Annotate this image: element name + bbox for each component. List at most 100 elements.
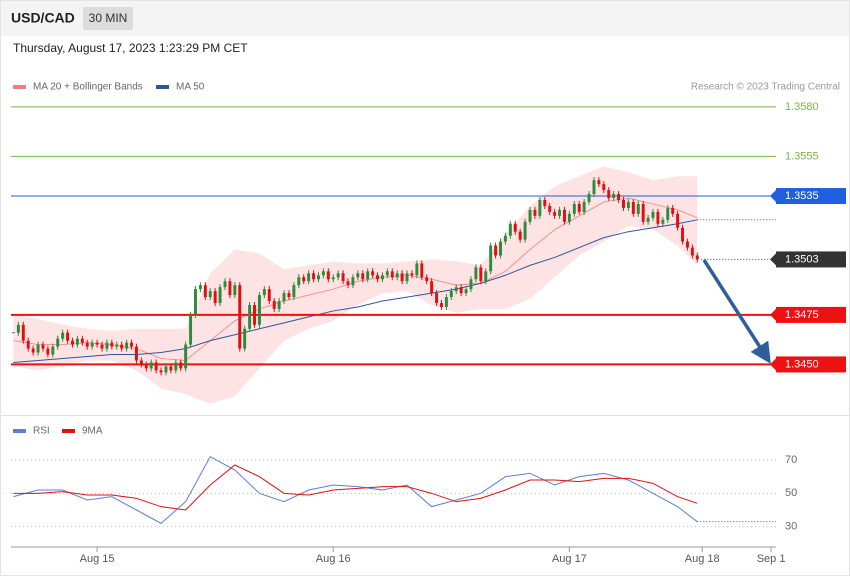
interval[interactable]: 30 MIN — [89, 11, 128, 25]
candle — [208, 291, 212, 298]
candle — [415, 263, 419, 276]
legend-label: MA 50 — [176, 82, 205, 93]
candle — [626, 201, 630, 208]
level-badge — [776, 251, 846, 268]
candle — [31, 348, 35, 353]
candle — [164, 366, 168, 373]
candle — [617, 194, 621, 200]
x-tick-label: Sep 1 — [757, 553, 786, 565]
candle — [395, 273, 399, 278]
candle — [508, 223, 512, 236]
level-badge-tip — [770, 358, 776, 371]
ma-line — [13, 219, 698, 363]
level-label: 1.3535 — [785, 190, 819, 202]
candle — [56, 338, 60, 347]
candle — [380, 275, 384, 280]
candle — [543, 200, 547, 206]
candle — [469, 279, 473, 290]
x-tick-label: Aug 17 — [552, 553, 587, 565]
candle — [297, 277, 301, 286]
candle — [410, 273, 414, 276]
candle — [336, 273, 340, 278]
candle — [607, 190, 611, 199]
indicator-line — [13, 455, 698, 524]
candle — [690, 247, 694, 256]
candle — [454, 287, 458, 292]
candle — [538, 200, 542, 216]
candle — [134, 346, 138, 361]
candle — [676, 213, 680, 228]
candle — [233, 285, 237, 296]
candle — [439, 303, 443, 307]
candle — [115, 344, 119, 347]
candle — [371, 271, 375, 276]
candle — [223, 281, 227, 288]
x-tick-label: Aug 16 — [316, 553, 351, 565]
legend-swatch — [13, 85, 26, 89]
candle — [331, 277, 335, 280]
candle — [26, 340, 30, 349]
ma-line — [13, 197, 698, 361]
candle — [262, 289, 266, 296]
candle — [312, 273, 316, 280]
legend-label: 9MA — [82, 426, 103, 437]
candle — [661, 219, 665, 224]
candle — [95, 342, 99, 345]
candle — [641, 203, 645, 222]
candle — [292, 285, 296, 298]
candle — [636, 203, 640, 214]
y-tick-label: 30 — [785, 521, 797, 533]
candle — [523, 221, 527, 240]
candle — [622, 200, 625, 208]
candle — [282, 293, 286, 302]
candle — [277, 301, 281, 309]
candle — [459, 287, 463, 294]
y-tick-label: 50 — [785, 487, 797, 499]
level-label: 1.3580 — [785, 101, 819, 113]
candle — [198, 285, 202, 290]
candle — [272, 301, 276, 309]
symbol: USD/CAD — [11, 10, 75, 26]
candle — [41, 344, 45, 349]
level-label: 1.3503 — [785, 253, 819, 265]
candle — [317, 275, 320, 280]
y-tick-label: 70 — [785, 454, 797, 466]
candle — [449, 291, 453, 298]
candle — [80, 338, 84, 343]
candle — [174, 362, 178, 371]
candle — [390, 271, 394, 278]
level-badge — [776, 188, 846, 205]
candle — [100, 344, 104, 349]
candle — [351, 277, 355, 286]
candle — [154, 362, 158, 371]
candle — [656, 211, 660, 224]
candle — [144, 364, 148, 369]
indicator-line — [13, 464, 698, 511]
candle — [125, 342, 129, 349]
candle — [228, 281, 232, 296]
candle — [548, 205, 552, 212]
legend-label: RSI — [33, 426, 50, 437]
legend-swatch — [13, 429, 26, 433]
candle — [533, 209, 537, 216]
candle — [302, 277, 306, 282]
interval-badge[interactable] — [83, 7, 133, 30]
candle — [671, 207, 675, 214]
candle — [356, 273, 360, 278]
candle — [149, 362, 153, 369]
candle — [366, 271, 370, 280]
candle — [243, 328, 247, 349]
candle — [346, 281, 350, 286]
candle — [46, 348, 50, 355]
candle — [651, 211, 655, 218]
candle — [587, 194, 591, 202]
candle — [562, 209, 566, 222]
legend-label: MA 20 + Bollinger Bands — [33, 82, 143, 93]
candle — [130, 342, 134, 347]
candle — [666, 207, 670, 220]
candle — [36, 344, 40, 353]
candle — [479, 267, 483, 282]
candle — [179, 362, 183, 369]
candle — [105, 342, 109, 349]
candle — [75, 338, 79, 345]
